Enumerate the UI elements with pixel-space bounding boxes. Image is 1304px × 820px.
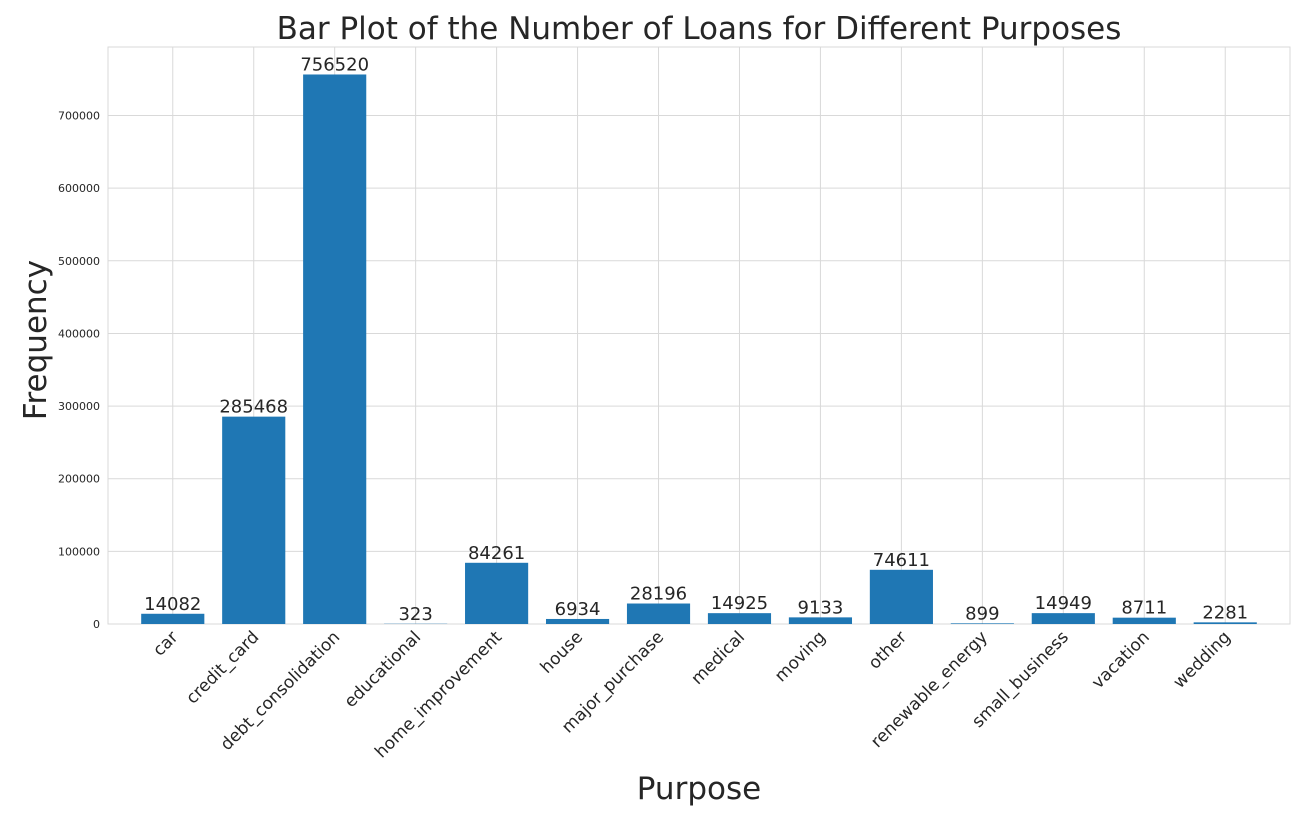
data-label: 28196 [630,584,687,605]
y-tick-label: 500000 [58,255,100,268]
bar-small-business [1032,613,1095,624]
y-tick-label: 300000 [58,400,100,413]
y-tick-label: 400000 [58,327,100,340]
y-axis-label: Frequency [18,260,54,420]
x-tick-label: medical [687,627,749,689]
bar-debt-consolidation [303,74,366,624]
x-axis-label: Purpose [637,771,761,807]
data-label: 756520 [300,54,369,75]
y-tick-label: 600000 [58,182,100,195]
x-tick-label: car [149,627,182,660]
bar-car [141,614,204,624]
chart-title: Bar Plot of the Number of Loans for Diff… [277,11,1122,47]
x-tick-label: house [537,627,587,677]
y-axis-ticks: 0 100000 200000 300000 400000 500000 600000 700… [58,110,100,631]
bar-credit-card [222,417,285,624]
data-label: 899 [965,603,999,624]
x-tick-label: other [865,627,911,673]
data-label: 74611 [873,550,930,571]
x-tick-label: moving [771,627,830,686]
y-tick-label: 100000 [58,545,100,558]
y-tick-label: 200000 [58,473,100,486]
data-label: 84261 [468,543,525,564]
data-label: 6934 [555,599,601,620]
data-label: 323 [398,604,432,625]
x-tick-label: credit_card [182,627,263,708]
bar-major-purchase [627,604,690,624]
x-tick-label: vacation [1088,627,1154,693]
data-label: 9133 [798,597,844,618]
bar-home-improvement [465,563,528,624]
y-tick-label: 0 [93,618,100,631]
x-tick-label: educational [341,627,425,711]
data-label: 285468 [219,397,288,418]
data-label: 8711 [1121,598,1167,619]
data-label: 14949 [1035,593,1092,614]
x-tick-label: wedding [1170,627,1235,692]
bar-medical [708,613,771,624]
data-label: 14082 [144,594,201,615]
bars-layer [141,74,1257,624]
bar-other [870,570,933,624]
data-label: 14925 [711,593,768,614]
y-tick-label: 700000 [58,110,100,123]
data-label: 2281 [1202,602,1248,623]
